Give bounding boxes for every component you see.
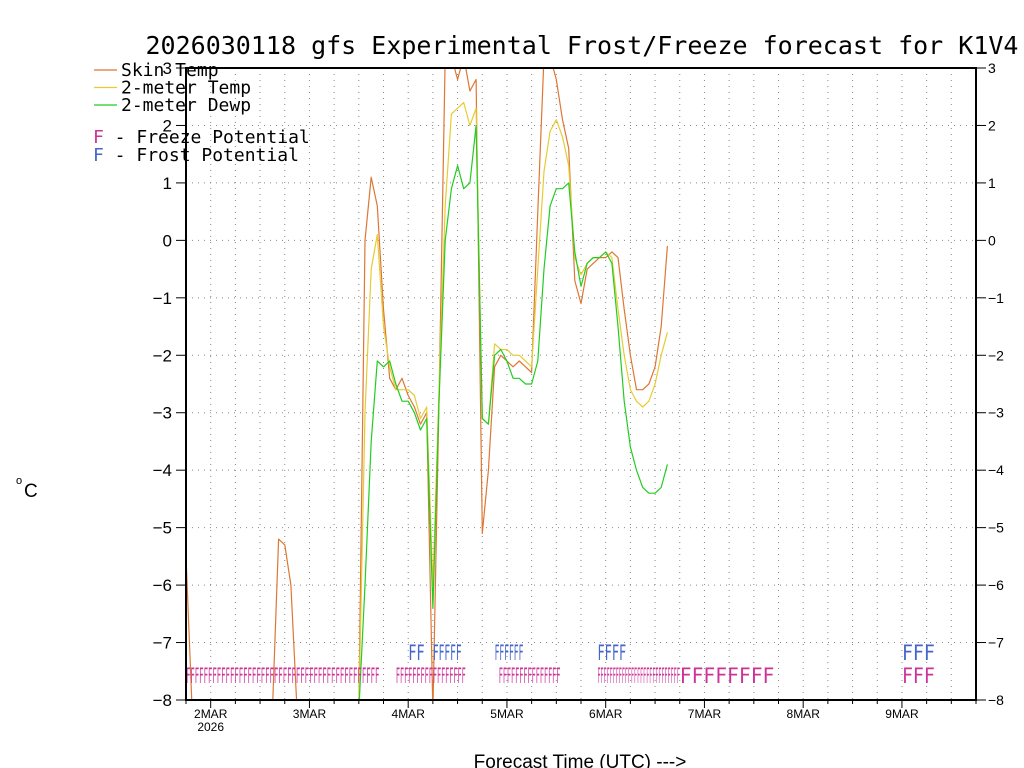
y-tick-label: 1: [163, 174, 172, 193]
frost-potential-mark: FFFFF: [433, 641, 462, 665]
y-tick-label-right: −5: [988, 520, 1004, 536]
y-tick-label-right: −4: [988, 462, 1004, 478]
frost-potential-mark: FFF: [902, 641, 935, 665]
y-tick-label-right: 1: [988, 175, 996, 191]
frost-potential-mark: FFFF: [597, 641, 626, 665]
y-axis-label-unit: C: [24, 481, 38, 502]
y-tick-label-right: −7: [988, 635, 1004, 651]
y-tick-label: −4: [153, 461, 172, 480]
freeze-potential-mark: FFFFFFFFFFFFFFFFFFFFFFFFFFFFFFFFFFFFFFFF…: [186, 664, 379, 688]
y-tick-label-right: −1: [988, 290, 1004, 306]
y-tick-label: −3: [153, 404, 172, 423]
freeze-potential-mark: FFFFFFFFFFFFFFFFF: [396, 664, 466, 688]
legend-label-dewp: 2-meter Dewp: [121, 95, 251, 116]
potential-marks: FF FFFFF FFFFFF FFFF FFFFFFFFFFFFFFFFFFFFFFF…: [186, 641, 935, 688]
y-tick-label-right: 3: [988, 60, 996, 76]
y-tick-label: 3: [163, 59, 172, 78]
x-tick-label: 5MAR: [490, 707, 524, 721]
plot-frame: [185, 67, 977, 701]
x-tick-label: 8MAR: [787, 707, 821, 721]
legend-label-temp: 2-meter Temp: [121, 78, 251, 99]
y-tick-label: −7: [153, 634, 172, 653]
y-tick-label-right: 0: [988, 232, 996, 248]
y-tick-label: −8: [153, 691, 172, 710]
y-tick-label: −6: [153, 576, 172, 595]
x-tick-label: 2MAR: [194, 707, 228, 721]
freeze-potential-mark: FFF: [902, 664, 935, 688]
legend-label-skin: Skin Temp: [121, 60, 219, 81]
x-tick-label: 3MAR: [293, 707, 327, 721]
y-axis-label-degree: o: [16, 475, 22, 487]
y-tick-label: 0: [163, 231, 172, 250]
y-tick-label-right: −2: [988, 347, 1004, 363]
x-tick-label: 7MAR: [688, 707, 722, 721]
legend-frost-potential: F - Frost Potential: [93, 145, 299, 166]
x-tick-label: 6MAR: [589, 707, 623, 721]
y-tick-label-right: −8: [988, 692, 1004, 708]
legend-freeze-potential: F - Freeze Potential: [93, 127, 310, 148]
x-tick-label: 4MAR: [392, 707, 426, 721]
series-dewp-line: [358, 124, 668, 700]
freeze-potential-mark: FFFFFFFFFFFFFFF: [499, 664, 561, 688]
x-axis-label: Forecast Time (UTC) --->: [474, 752, 687, 768]
y-axis: 3 3 2 2 1 1 0 0 −1 −1 −2 −2 −3 −3 −4 −4 −5 −5 −6 −6 −7 −7 −8 −8: [153, 59, 1005, 710]
freeze-potential-mark: FFFFFFFF: [680, 664, 775, 688]
y-tick-label: −2: [153, 346, 172, 365]
y-axis-label: o C: [16, 475, 38, 502]
y-tick-label-right: −3: [988, 405, 1004, 421]
freeze-potential-mark: FFFFFFFFFFFFFFFFFFFFFFFFFFF: [597, 664, 679, 688]
y-tick-label: 2: [163, 116, 172, 135]
frost-potential-mark: FFFFFF: [495, 641, 524, 665]
x-tick-sublabel: 2026: [197, 720, 224, 734]
gridlines: [186, 68, 976, 700]
y-tick-label-right: −6: [988, 577, 1004, 593]
chart-title: 2026030118 gfs Experimental Frost/Freeze…: [146, 31, 1019, 60]
y-tick-label-right: 2: [988, 117, 996, 133]
series-lines: [186, 68, 668, 700]
y-tick-label: −1: [153, 289, 172, 308]
frost-potential-mark: FF: [408, 641, 425, 665]
series-temp-line: [358, 101, 668, 700]
x-tick-label: 9MAR: [885, 707, 919, 721]
y-tick-label: −5: [153, 519, 172, 538]
